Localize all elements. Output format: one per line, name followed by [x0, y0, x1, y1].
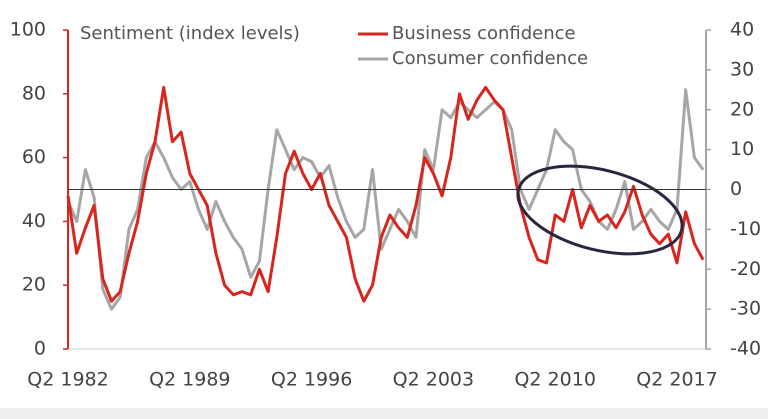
y2-tick-label: 10	[730, 138, 754, 160]
series-line	[66, 85, 705, 303]
legend-label: Business confidence	[392, 23, 576, 44]
x-tick-label: Q2 2017	[636, 369, 717, 391]
x-tick-label: Q2 2003	[393, 369, 474, 391]
x-tick-label: Q2 1982	[27, 369, 108, 391]
highlight-ellipse	[516, 164, 684, 256]
y-tick-label: 20	[22, 274, 46, 296]
y2-tick-label: -40	[730, 338, 761, 360]
y2-tick-label: -10	[730, 218, 761, 240]
legend-label: Consumer confidence	[392, 48, 588, 69]
y2-tick-label: 20	[730, 98, 754, 120]
y2-tick-label: -30	[730, 298, 761, 320]
y-tick-label: 80	[22, 82, 46, 104]
y-tick-label: 40	[22, 210, 46, 232]
x-tick-label: Q2 1989	[149, 369, 230, 391]
y2-tick-label: 0	[730, 178, 742, 200]
y2-tick-label: -20	[730, 258, 761, 280]
y-tick-label: 100	[10, 19, 46, 41]
x-tick-label: Q2 1996	[271, 369, 352, 391]
series-line	[66, 88, 705, 311]
y2-tick-label: 40	[730, 19, 754, 41]
footer-strip	[0, 408, 768, 419]
y-tick-label: 0	[34, 338, 46, 360]
y-tick-label: 60	[22, 146, 46, 168]
y2-tick-label: 30	[730, 58, 754, 80]
x-tick-label: Q2 2010	[514, 369, 595, 391]
chart-title: Sentiment (index levels)	[80, 23, 300, 44]
